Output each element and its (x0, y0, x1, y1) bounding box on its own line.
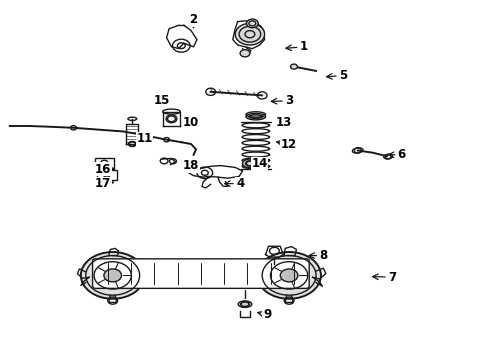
Text: 11: 11 (136, 132, 153, 145)
Circle shape (280, 269, 298, 282)
FancyBboxPatch shape (97, 170, 117, 180)
FancyBboxPatch shape (93, 259, 309, 288)
Text: 15: 15 (153, 94, 170, 107)
Text: 5: 5 (339, 69, 347, 82)
Text: 10: 10 (183, 116, 199, 129)
Text: 12: 12 (281, 138, 297, 150)
Text: 14: 14 (251, 157, 268, 170)
Text: 18: 18 (183, 159, 199, 172)
Text: 17: 17 (95, 177, 111, 190)
Ellipse shape (246, 113, 266, 120)
Text: 4: 4 (236, 177, 244, 190)
Text: 16: 16 (95, 163, 111, 176)
Circle shape (291, 64, 297, 69)
Text: 2: 2 (190, 13, 197, 26)
Text: 9: 9 (263, 309, 271, 321)
Ellipse shape (243, 159, 257, 168)
Text: 8: 8 (319, 249, 327, 262)
Circle shape (104, 269, 122, 282)
Text: 7: 7 (388, 271, 396, 284)
Circle shape (235, 23, 265, 45)
Ellipse shape (238, 301, 252, 307)
Circle shape (240, 50, 250, 57)
FancyBboxPatch shape (95, 158, 114, 169)
Text: 1: 1 (300, 40, 308, 53)
Text: 3: 3 (285, 94, 293, 107)
Text: 13: 13 (276, 116, 293, 129)
Circle shape (257, 252, 321, 299)
Circle shape (81, 252, 145, 299)
Circle shape (246, 19, 258, 28)
Text: 6: 6 (398, 148, 406, 161)
